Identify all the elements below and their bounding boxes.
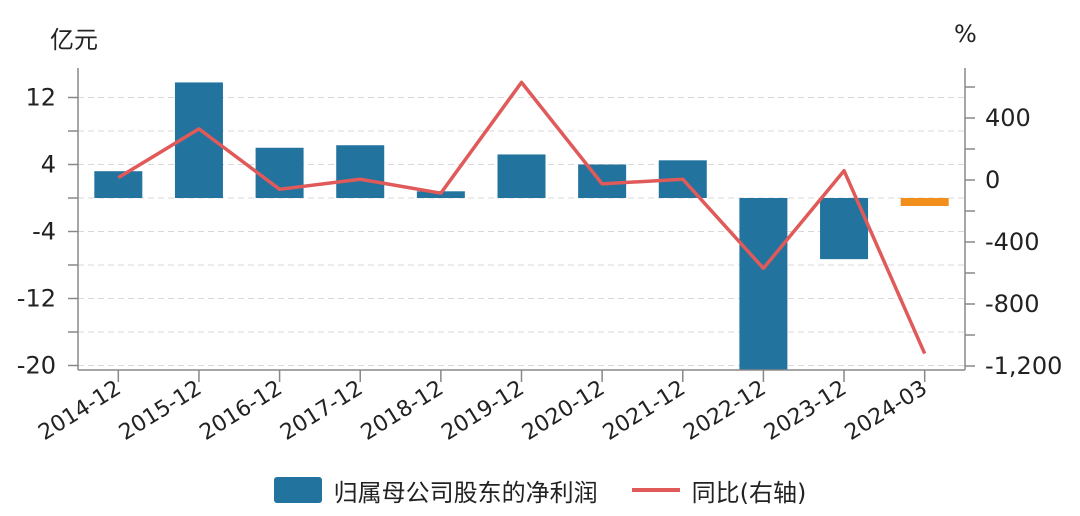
x-tick-label: 2017-12	[276, 376, 367, 446]
legend-item-net-profit[interactable]: 归属母公司股东的净利润	[273, 473, 598, 508]
right-axis-unit: %	[954, 20, 977, 48]
yoy-line-path	[117, 80, 927, 355]
x-tick-label: 2015-12	[115, 376, 206, 446]
legend-label-net-profit: 归属母公司股东的净利润	[333, 478, 598, 507]
x-tick-label: 2021-12	[599, 376, 690, 446]
x-tick-label: 2016-12	[196, 376, 287, 446]
legend-bar-swatch	[273, 477, 322, 503]
x-tick-label: 2019-12	[437, 376, 528, 446]
x-tick-label: 2018-12	[357, 376, 448, 446]
bars	[94, 82, 949, 370]
bar	[739, 198, 788, 370]
x-tick-labels: 2014-122015-122016-122017-122018-122019-…	[34, 376, 932, 446]
right-tick-label: -1,200	[985, 352, 1062, 380]
bar	[336, 145, 385, 198]
left-tick-labels: 12 4 -4 -12 -20	[17, 84, 56, 380]
x-tick-label: 2024-03	[841, 376, 932, 446]
left-tick-label: -20	[17, 352, 56, 380]
right-tick-label: -800	[985, 290, 1039, 318]
axes	[68, 68, 975, 382]
x-tick-label: 2014-12	[34, 376, 125, 446]
left-tick-label: -4	[32, 218, 56, 246]
right-tick-label: 0	[985, 166, 1000, 194]
left-tick-label: -12	[17, 285, 56, 313]
x-tick-label: 2023-12	[760, 376, 851, 446]
left-tick-label: 4	[41, 151, 56, 179]
legend-item-yoy[interactable]: 同比(右轴)	[631, 473, 807, 508]
legend-line-swatch	[631, 488, 680, 492]
legend-label-yoy: 同比(右轴)	[691, 478, 807, 507]
yoy-line	[117, 80, 927, 355]
right-tick-label: -400	[985, 228, 1039, 256]
bar	[900, 198, 949, 206]
bar	[94, 171, 143, 198]
legend: 归属母公司股东的净利润 同比(右轴)	[0, 472, 1080, 508]
right-tick-labels: 400 0 -400 -800 -1,200	[985, 104, 1062, 380]
left-tick-label: 12	[25, 84, 56, 112]
x-tick-label: 2022-12	[679, 376, 770, 446]
x-tick-label: 2020-12	[518, 376, 609, 446]
left-axis-unit: 亿元	[50, 26, 98, 54]
bar	[497, 154, 546, 198]
right-tick-label: 400	[985, 104, 1031, 132]
